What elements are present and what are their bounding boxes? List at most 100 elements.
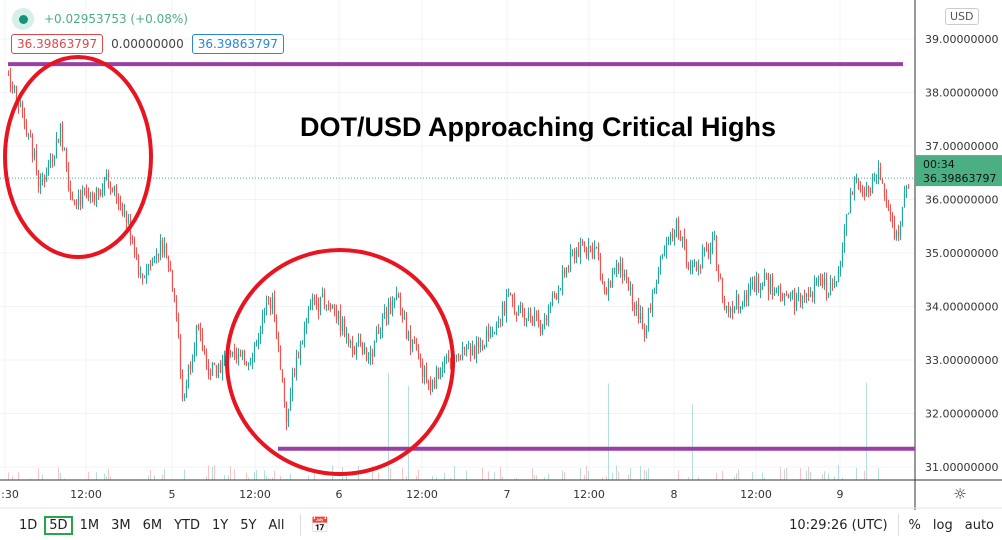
highlight-circle[interactable] xyxy=(225,248,455,476)
candle xyxy=(69,180,72,201)
volume-bar xyxy=(535,475,537,480)
volume-bar xyxy=(863,470,865,480)
candle xyxy=(867,185,870,198)
volume-bar xyxy=(163,469,165,480)
candle xyxy=(767,272,770,301)
divider xyxy=(299,514,301,536)
candle xyxy=(107,169,110,189)
candle xyxy=(97,187,100,200)
log-toggle[interactable]: log xyxy=(932,517,953,533)
candle xyxy=(399,292,402,316)
candle xyxy=(57,138,60,144)
volume-bar xyxy=(779,467,781,480)
percent-toggle[interactable]: % xyxy=(908,517,921,533)
volume-bar xyxy=(763,477,765,480)
volume-bar xyxy=(449,478,451,480)
candle xyxy=(503,300,506,317)
price-chart[interactable]: 39.00000000 38.00000000 37.00000000 36.0000… xyxy=(0,0,1002,510)
candle xyxy=(471,340,474,356)
candle xyxy=(379,327,382,340)
candle xyxy=(693,259,696,268)
divider xyxy=(897,514,899,536)
candle xyxy=(67,162,70,192)
candle xyxy=(301,340,304,345)
auto-toggle[interactable]: auto xyxy=(964,517,994,533)
volume-bar xyxy=(733,477,735,480)
candle xyxy=(881,177,884,184)
candle xyxy=(697,259,700,276)
range-all[interactable]: All xyxy=(268,517,285,533)
volume-bar xyxy=(87,471,89,480)
candle xyxy=(673,229,676,246)
candle xyxy=(295,349,298,381)
candle xyxy=(473,344,476,360)
candle xyxy=(873,172,876,182)
candle xyxy=(875,174,878,185)
candle xyxy=(709,242,712,265)
candle xyxy=(553,291,556,299)
candle xyxy=(589,245,592,253)
candle xyxy=(223,350,226,367)
range-5d[interactable]: 5D xyxy=(44,515,73,535)
candle xyxy=(679,230,682,242)
candle xyxy=(353,345,356,355)
volume-bar xyxy=(823,471,825,480)
volume-bar xyxy=(313,473,315,480)
candle xyxy=(339,304,342,337)
volume-bar xyxy=(285,478,287,480)
candle xyxy=(35,143,38,176)
candle xyxy=(385,306,388,326)
candle xyxy=(81,185,84,209)
settings-sun-icon[interactable]: ☼ xyxy=(953,485,966,503)
candle xyxy=(563,267,566,278)
candle xyxy=(139,266,142,279)
candle xyxy=(675,217,678,238)
x-tick-label: 7 xyxy=(504,488,511,501)
candle xyxy=(649,303,652,313)
candle xyxy=(847,212,850,215)
candle xyxy=(265,295,268,316)
range-1d[interactable]: 1D xyxy=(19,517,38,533)
candle xyxy=(417,343,420,360)
candle xyxy=(191,354,194,373)
candle xyxy=(149,260,152,271)
buy-price[interactable]: 36.39863797 xyxy=(191,34,284,54)
candle xyxy=(29,129,32,138)
candle xyxy=(797,286,800,302)
candle xyxy=(193,342,196,362)
currency-label[interactable]: USD xyxy=(945,8,979,25)
volume-bar xyxy=(153,475,155,480)
candle xyxy=(85,184,88,199)
candle xyxy=(145,263,148,284)
candle xyxy=(141,273,144,285)
candle xyxy=(591,242,594,260)
range-1m[interactable]: 1M xyxy=(79,517,100,533)
candle xyxy=(607,278,610,301)
candle xyxy=(93,192,96,206)
volume-bar xyxy=(837,465,839,480)
calendar-goto-icon[interactable]: 📅 xyxy=(310,516,330,534)
range-6m[interactable]: 6M xyxy=(142,517,163,533)
candle xyxy=(109,181,112,195)
candle xyxy=(507,288,510,297)
candle xyxy=(309,299,312,311)
highlight-circle[interactable] xyxy=(3,55,153,259)
range-1y[interactable]: 1Y xyxy=(211,517,229,533)
y-tick-label: 32.00000000 xyxy=(925,408,998,421)
last-price-value: 36.39863797 xyxy=(923,172,996,185)
annotation-title[interactable]: DOT/USD Approaching Critical Highs xyxy=(300,112,776,142)
candle xyxy=(509,292,512,296)
candle xyxy=(737,293,740,314)
candle xyxy=(601,273,604,285)
candle xyxy=(61,121,64,152)
range-5y[interactable]: 5Y xyxy=(240,517,257,533)
candle xyxy=(153,255,156,264)
volume-bar xyxy=(605,476,607,480)
candle xyxy=(635,300,638,317)
candle xyxy=(77,189,80,210)
candle xyxy=(195,324,198,357)
sell-price[interactable]: 36.39863797 xyxy=(11,34,104,54)
candle xyxy=(877,160,880,185)
range-ytd[interactable]: YTD xyxy=(174,517,200,533)
range-3m[interactable]: 3M xyxy=(111,517,131,533)
